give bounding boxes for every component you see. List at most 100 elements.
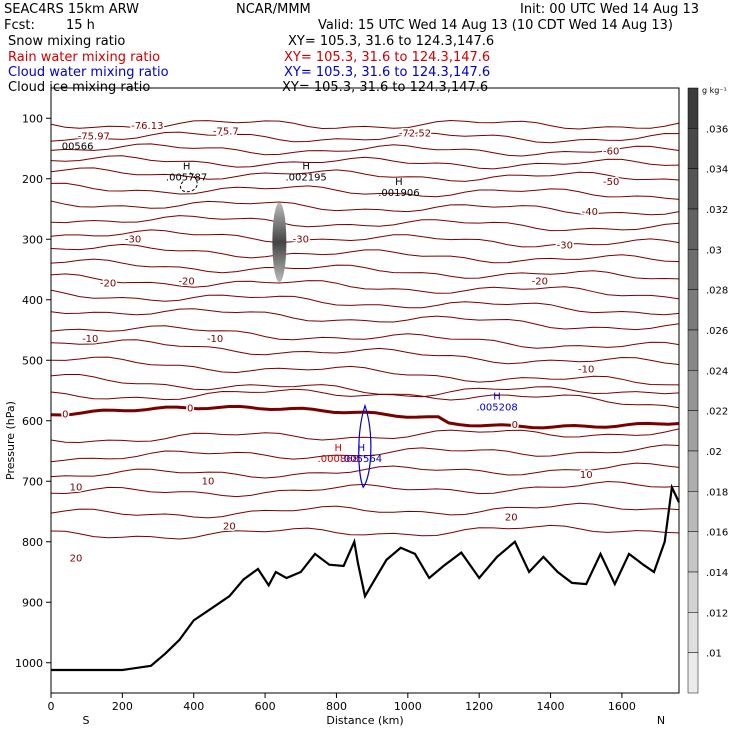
max-marker-letter: H [334,443,342,454]
contour-line [50,119,680,130]
contour-label: -75.97 [78,131,110,142]
max-marker-value: .000868 [318,454,359,465]
north-label: N [657,714,665,727]
field-rain-xy: XY= 105.3, 31.6 to 124.3,147.6 [284,50,491,65]
x-tick-label: 1200 [465,700,493,713]
colorbar-swatch [687,289,699,331]
contour-label: 20 [70,554,83,565]
contour-label: -20 [100,278,116,289]
cloud-water-contour [358,403,372,489]
colorbar-tick-label: .024 [706,366,728,377]
contour-line [50,215,680,232]
colorbar-tick-label: .02 [706,447,722,458]
fcst-label: Fcst: [4,18,35,33]
field-snow-name: Snow mixing ratio [8,34,126,49]
colorbar-tick-label: .012 [706,608,728,619]
y-axis-title: Pressure (hPa) [4,401,17,480]
max-marker-letter: H [493,392,501,403]
colorbar-tick-label: .032 [706,205,728,216]
contour-label: -10 [578,364,594,375]
contour-label: 0 [512,420,518,431]
contour-line [50,524,680,540]
valid-time: Valid: 15 UTC Wed 14 Aug 13 (10 CDT Wed … [318,18,673,33]
colorbar-tick-label: .018 [706,487,728,498]
y-tick-label: 1000 [15,657,43,670]
y-tick-label: 300 [22,233,43,246]
contour-line [50,167,680,182]
contour-label: 20 [223,522,236,533]
contour-line [50,258,680,280]
contour-label: -50 [603,177,619,188]
colorbar-tick-label: .028 [706,286,728,297]
y-tick-label: 800 [22,536,43,549]
contour-label: 10 [70,482,83,493]
colorbar-tick-label: .034 [706,165,728,176]
contour-line [50,200,680,216]
contour-label: -10 [207,334,223,345]
contour-line [50,502,680,519]
y-tick-label: 100 [22,112,43,125]
contour-label: 0 [62,410,68,421]
contour-line [50,289,680,316]
colorbar-tick-label: .026 [706,326,728,337]
x-tick-label: 1400 [537,700,565,713]
colorbar-tick-label: .016 [706,528,728,539]
ice-dashed-contour [180,172,198,193]
max-marker-value: .005564 [341,454,382,465]
x-tick-label: 1000 [394,700,422,713]
contour-label: -72.52 [399,128,431,139]
init-time: Init: 00 UTC Wed 14 Aug 13 [520,2,700,17]
colorbar-swatch [687,128,699,169]
contour-line [50,339,680,365]
contour-label: -30 [557,240,573,251]
field-snow-xy: XY= 105.3, 31.6 to 124.3,147.6 [288,34,495,49]
max-marker-value: .002195 [285,173,326,184]
colorbar-swatch [687,450,699,492]
colorbar-swatch [687,571,699,613]
colorbar-swatch [687,87,699,129]
contour-label: -75.7 [213,127,239,138]
x-tick-label: 1600 [608,700,636,713]
max-marker-letter: H [302,162,310,173]
contour-line [50,462,680,479]
contour-label: -76.13 [131,121,163,132]
org-label: NCAR/MMM [236,2,311,17]
colorbar-swatch [687,208,699,250]
field-cloud-water-name: Cloud water mixing ratio [8,65,169,80]
x-tick-label: 0 [48,700,55,713]
contour-lines [50,119,680,540]
max-marker-letter: H [395,177,403,188]
contour-label: -60 [603,147,619,158]
contour-line [50,155,680,170]
x-tick-label: 600 [255,700,276,713]
contour-line [50,273,680,300]
colorbar-swatch [687,531,699,573]
colorbar-tick-label: .022 [706,407,728,418]
contour-label: -10 [82,334,98,345]
contour-line [50,229,680,248]
y-tick-label: 500 [22,354,43,367]
field-cloud-water-xy: XY= 105.3, 31.6 to 124.3,147.6 [284,65,491,80]
contour-line [50,374,680,409]
colorbar-swatch [687,370,699,411]
contour-line [50,182,680,200]
contour-label: -20 [178,277,194,288]
contour-label: -40 [582,207,598,218]
y-tick-label: 900 [22,596,43,609]
x-tick-label: 400 [183,700,204,713]
corner-value-label: 00566 [62,142,94,153]
contour-label: -30 [293,234,309,245]
contour-line [50,243,680,264]
colorbar-swatch [687,249,699,290]
model-title: SEAC4RS 15km ARW [4,2,140,17]
contour-line [50,308,680,331]
x-tick-label: 800 [326,700,347,713]
colorbar-tick-label: .01 [706,649,722,660]
max-marker-letter: H [358,443,366,454]
fcst-value: 15 h [66,18,95,33]
colorbar-unit: g kg⁻¹ [702,86,727,95]
contour-label: 10 [580,470,593,481]
contour-line [50,325,680,349]
contour-label: -20 [532,277,548,288]
